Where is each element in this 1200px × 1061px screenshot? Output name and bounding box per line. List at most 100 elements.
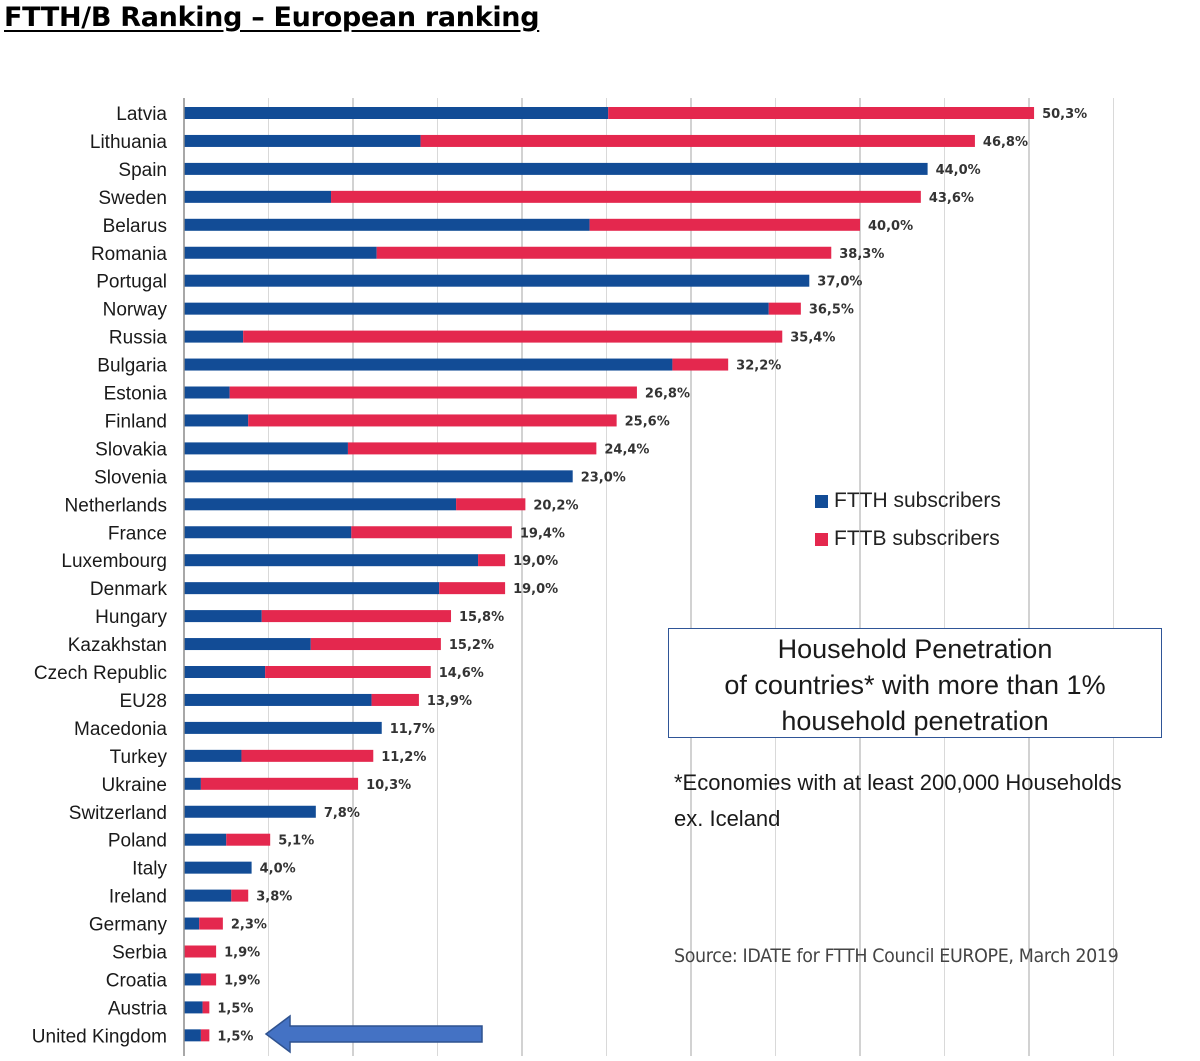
category-label: Austria [108, 998, 168, 1019]
category-label: EU28 [119, 691, 167, 712]
bar-ftth [184, 498, 457, 511]
category-label: Slovakia [95, 439, 167, 460]
box-line-2: of countries* with more than 1% [724, 670, 1106, 700]
category-label: Germany [89, 915, 168, 936]
bar-fttb [202, 1001, 210, 1014]
bar-ftth [184, 386, 230, 399]
legend: FTTH subscribers FTTB subscribers [815, 482, 1001, 558]
bar-fttb [200, 1029, 210, 1042]
bar-ftth [184, 777, 201, 790]
category-label: France [108, 523, 167, 544]
bar-ftth [184, 889, 232, 902]
data-label: 19,0% [513, 582, 558, 597]
category-label: Romania [91, 244, 167, 265]
category-label: Croatia [106, 970, 168, 991]
bar-ftth [184, 330, 244, 343]
bar-ftth [184, 1001, 203, 1014]
bar-fttb [184, 945, 217, 958]
bar-fttb [229, 386, 637, 399]
bar-fttb [226, 833, 271, 846]
bar-fttb [439, 582, 506, 595]
data-label: 4,0% [260, 862, 296, 877]
bar-ftth [184, 861, 252, 874]
data-label: 5,1% [278, 834, 314, 849]
category-label: Poland [108, 831, 167, 852]
bar-fttb [241, 749, 374, 762]
category-label: Finland [105, 411, 167, 432]
bar-fttb [456, 498, 526, 511]
category-label: Bulgaria [97, 356, 167, 377]
legend-item-fttb: FTTB subscribers [815, 520, 1001, 558]
category-label: Czech Republic [34, 663, 167, 684]
category-label: Portugal [96, 272, 167, 293]
bar-ftth [184, 721, 382, 734]
bar-fttb [231, 889, 249, 902]
category-label: Luxembourg [61, 551, 167, 572]
bar-ftth [184, 666, 266, 678]
footnote-line-1: *Economies with at least 200,000 Househo… [674, 770, 1122, 795]
bar-ftth [184, 833, 227, 846]
bars [184, 107, 1035, 1042]
category-label: Italy [132, 859, 167, 880]
data-label: 20,2% [533, 498, 578, 513]
united-kingdom-arrow-icon [264, 1014, 483, 1054]
data-label: 24,4% [604, 442, 649, 457]
bar-ftth [184, 470, 573, 483]
footnote-line-2: ex. Iceland [674, 806, 781, 831]
bar-fttb [200, 973, 217, 986]
data-label: 11,7% [390, 722, 435, 737]
bar-fttb [199, 917, 223, 930]
source-note: Source: IDATE for FTTH Council EUROPE, M… [674, 945, 1119, 967]
category-label: Belarus [103, 216, 167, 237]
page-title: FTTH/B Ranking – European ranking [4, 2, 540, 33]
bar-ftth [184, 358, 673, 371]
category-label: Spain [118, 160, 167, 181]
household-penetration-box: Household Penetration of countries* with… [668, 628, 1162, 738]
category-label: Estonia [104, 384, 168, 405]
data-label: 19,0% [513, 554, 558, 569]
data-label: 36,5% [809, 303, 854, 318]
data-label: 11,2% [381, 750, 426, 765]
data-label: 26,8% [645, 387, 690, 402]
data-label: 15,8% [459, 610, 504, 625]
category-label: Macedonia [74, 719, 167, 740]
bar-ftth [184, 805, 316, 818]
box-line-3: household penetration [781, 706, 1049, 736]
legend-label-ftth: FTTH subscribers [834, 489, 1001, 512]
legend-swatch-fttb [815, 532, 828, 546]
bar-ftth [184, 246, 377, 259]
bar-ftth [184, 749, 242, 762]
category-label: Kazakhstan [68, 635, 167, 656]
data-label: 37,0% [817, 275, 862, 290]
bar-ftth [184, 610, 262, 623]
data-label: 2,3% [231, 918, 267, 933]
bar-fttb [376, 246, 832, 259]
category-label: Switzerland [69, 803, 167, 824]
bar-ftth [184, 442, 348, 455]
bar-ftth [184, 973, 201, 986]
data-label: 32,2% [736, 359, 781, 374]
bar-fttb [200, 777, 359, 790]
data-label: 13,9% [427, 694, 472, 709]
legend-label-fttb: FTTB subscribers [834, 527, 1000, 550]
bar-ftth [184, 554, 479, 567]
category-label: Turkey [110, 747, 168, 768]
data-label: 1,5% [217, 1001, 253, 1016]
data-label: 44,0% [936, 163, 981, 178]
data-label: 23,0% [581, 470, 626, 485]
category-label: Sweden [98, 188, 167, 209]
data-label: 14,6% [439, 666, 484, 681]
bar-fttb [331, 190, 921, 203]
bar-fttb [478, 554, 506, 567]
category-label: Russia [109, 328, 168, 349]
bar-ftth [184, 162, 928, 175]
data-label: 10,3% [366, 778, 411, 793]
bar-fttb [347, 442, 597, 455]
category-label: Slovenia [94, 467, 167, 488]
bar-ftth [184, 190, 332, 203]
value-labels: 50,3% 46,8%44,0% 43,6% 40,0% 38,3% 37,0% 36,5%… [217, 107, 1087, 1044]
category-label: Denmark [90, 579, 168, 600]
data-label: 50,3% [1042, 107, 1087, 122]
gridlines [268, 98, 1114, 1056]
